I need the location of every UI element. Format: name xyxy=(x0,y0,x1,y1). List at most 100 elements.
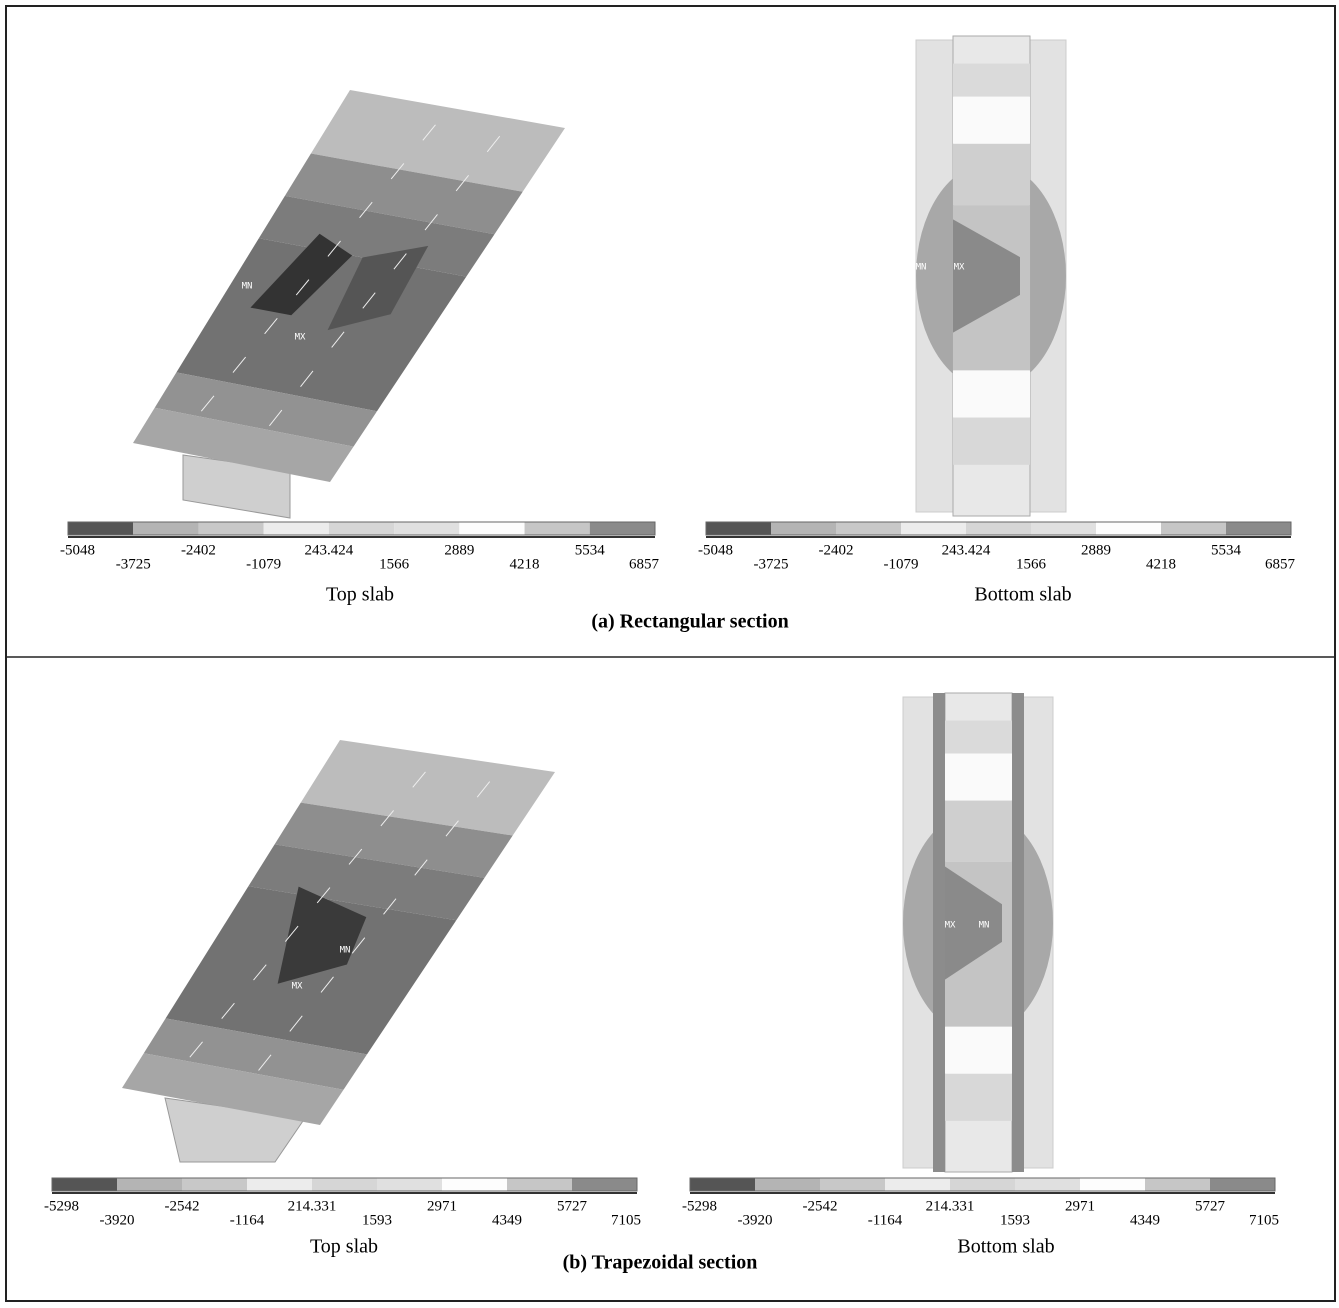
legend-label: -5048 xyxy=(698,542,733,558)
legend-label: -5298 xyxy=(682,1198,717,1214)
colorbar-segment xyxy=(1096,522,1161,535)
extreme-marker: MX xyxy=(954,263,965,273)
colorbar-segment xyxy=(820,1178,885,1191)
colorbar-segment xyxy=(377,1178,442,1191)
colorbar-segment xyxy=(885,1178,950,1191)
colorbar-segment xyxy=(1080,1178,1145,1191)
colorbar-segment xyxy=(133,522,198,535)
legend-label: 214.331 xyxy=(926,1198,975,1214)
legend-label: 2889 xyxy=(1081,542,1111,558)
contour-region xyxy=(953,97,1030,144)
legend-label: -3725 xyxy=(754,556,789,572)
legend-label: -1164 xyxy=(230,1212,265,1228)
panel-caption: (b) Trapezoidal section xyxy=(563,1252,758,1274)
legend-label: 5534 xyxy=(1211,542,1242,558)
colorbar-segment xyxy=(394,522,459,535)
legend-label: -2542 xyxy=(165,1198,200,1214)
colorbar-segment xyxy=(329,522,394,535)
legend-label: 214.331 xyxy=(288,1198,337,1214)
colorbar-segment xyxy=(1015,1178,1080,1191)
legend-label: 4218 xyxy=(510,556,540,572)
extreme-marker: MX xyxy=(292,982,303,992)
colorbar-segment xyxy=(117,1178,182,1191)
colorbar-segment xyxy=(52,1178,117,1191)
slab-edge xyxy=(1012,693,1024,1172)
colorbar-segment xyxy=(442,1178,507,1191)
contour-region xyxy=(945,801,1012,862)
colorbar-segment xyxy=(1031,522,1096,535)
extreme-marker: MX xyxy=(945,921,956,931)
legend-label: -2402 xyxy=(819,542,854,558)
colorbar-segment xyxy=(264,522,329,535)
colorbar-segment xyxy=(950,1178,1015,1191)
legend-label: -5298 xyxy=(44,1198,79,1214)
colorbar-segment xyxy=(755,1178,820,1191)
colorbar-segment xyxy=(182,1178,247,1191)
colorbar-segment xyxy=(525,522,590,535)
legend-label: 6857 xyxy=(1265,556,1296,572)
colorbar-segment xyxy=(68,522,133,535)
legend-label: -3920 xyxy=(100,1212,135,1228)
contour-region xyxy=(945,754,1012,801)
legend-label: -1079 xyxy=(246,556,281,572)
contour-region xyxy=(945,1027,1012,1074)
colorbar-segment xyxy=(706,522,771,535)
colorbar-segment xyxy=(1145,1178,1210,1191)
panel-caption: (a) Rectangular section xyxy=(591,611,788,633)
legend-label: 2971 xyxy=(427,1198,457,1214)
extreme-marker: MN xyxy=(979,921,990,931)
legend-label: 1593 xyxy=(362,1212,392,1228)
colorbar-segment xyxy=(312,1178,377,1191)
figure: -5048 -3725 -2402 -1079 243.424 1566 2889 4218 5… xyxy=(0,0,1339,1303)
legend-label: 2889 xyxy=(444,542,474,558)
colorbar-segment xyxy=(198,522,263,535)
colorbar-segment xyxy=(590,522,655,535)
legend-label: -3725 xyxy=(116,556,151,572)
extreme-marker: MX xyxy=(295,333,306,343)
legend-label: 243.424 xyxy=(942,542,991,558)
extreme-marker: MN xyxy=(242,282,253,292)
legend-label: 4349 xyxy=(1130,1212,1160,1228)
legend-label: -3920 xyxy=(738,1212,773,1228)
subplot-title: Top slab xyxy=(310,1236,378,1258)
legend-label: 1593 xyxy=(1000,1212,1030,1228)
legend-label: -2542 xyxy=(803,1198,838,1214)
legend-label: 7105 xyxy=(611,1212,641,1228)
legend-label: -1164 xyxy=(868,1212,903,1228)
legend-label: -5048 xyxy=(60,542,95,558)
legend-label: 5534 xyxy=(575,542,606,558)
legend-label: -1079 xyxy=(884,556,919,572)
legend-label: -2402 xyxy=(181,542,216,558)
legend-label: 5727 xyxy=(1195,1198,1226,1214)
extreme-marker: MN xyxy=(340,946,351,956)
legend-label: 5727 xyxy=(557,1198,588,1214)
colorbar-segment xyxy=(771,522,836,535)
contour-region xyxy=(945,721,1012,754)
legend-label: 6857 xyxy=(629,556,660,572)
contour-region xyxy=(953,64,1030,97)
colorbar-segment xyxy=(459,522,524,535)
colorbar-segment xyxy=(507,1178,572,1191)
legend-label: 1566 xyxy=(379,556,410,572)
legend-label: 1566 xyxy=(1016,556,1047,572)
contour-region xyxy=(953,144,1030,205)
slab-edge xyxy=(933,693,945,1172)
legend-label: 4349 xyxy=(492,1212,522,1228)
colorbar-segment xyxy=(1226,522,1291,535)
subplot-title: Bottom slab xyxy=(957,1236,1054,1258)
subplot-title: Top slab xyxy=(326,584,394,606)
legend-label: 2971 xyxy=(1065,1198,1095,1214)
legend-label: 7105 xyxy=(1249,1212,1279,1228)
contour-region xyxy=(953,418,1030,465)
extreme-marker: MN xyxy=(916,263,927,273)
subplot-title: Bottom slab xyxy=(974,584,1071,606)
colorbar-segment xyxy=(572,1178,637,1191)
colorbar-segment xyxy=(690,1178,755,1191)
colorbar-segment xyxy=(901,522,966,535)
colorbar-segment xyxy=(247,1178,312,1191)
contour-region xyxy=(945,1074,1012,1121)
legend-label: 243.424 xyxy=(305,542,354,558)
contour-region xyxy=(953,370,1030,417)
legend-label: 4218 xyxy=(1146,556,1176,572)
colorbar-segment xyxy=(836,522,901,535)
